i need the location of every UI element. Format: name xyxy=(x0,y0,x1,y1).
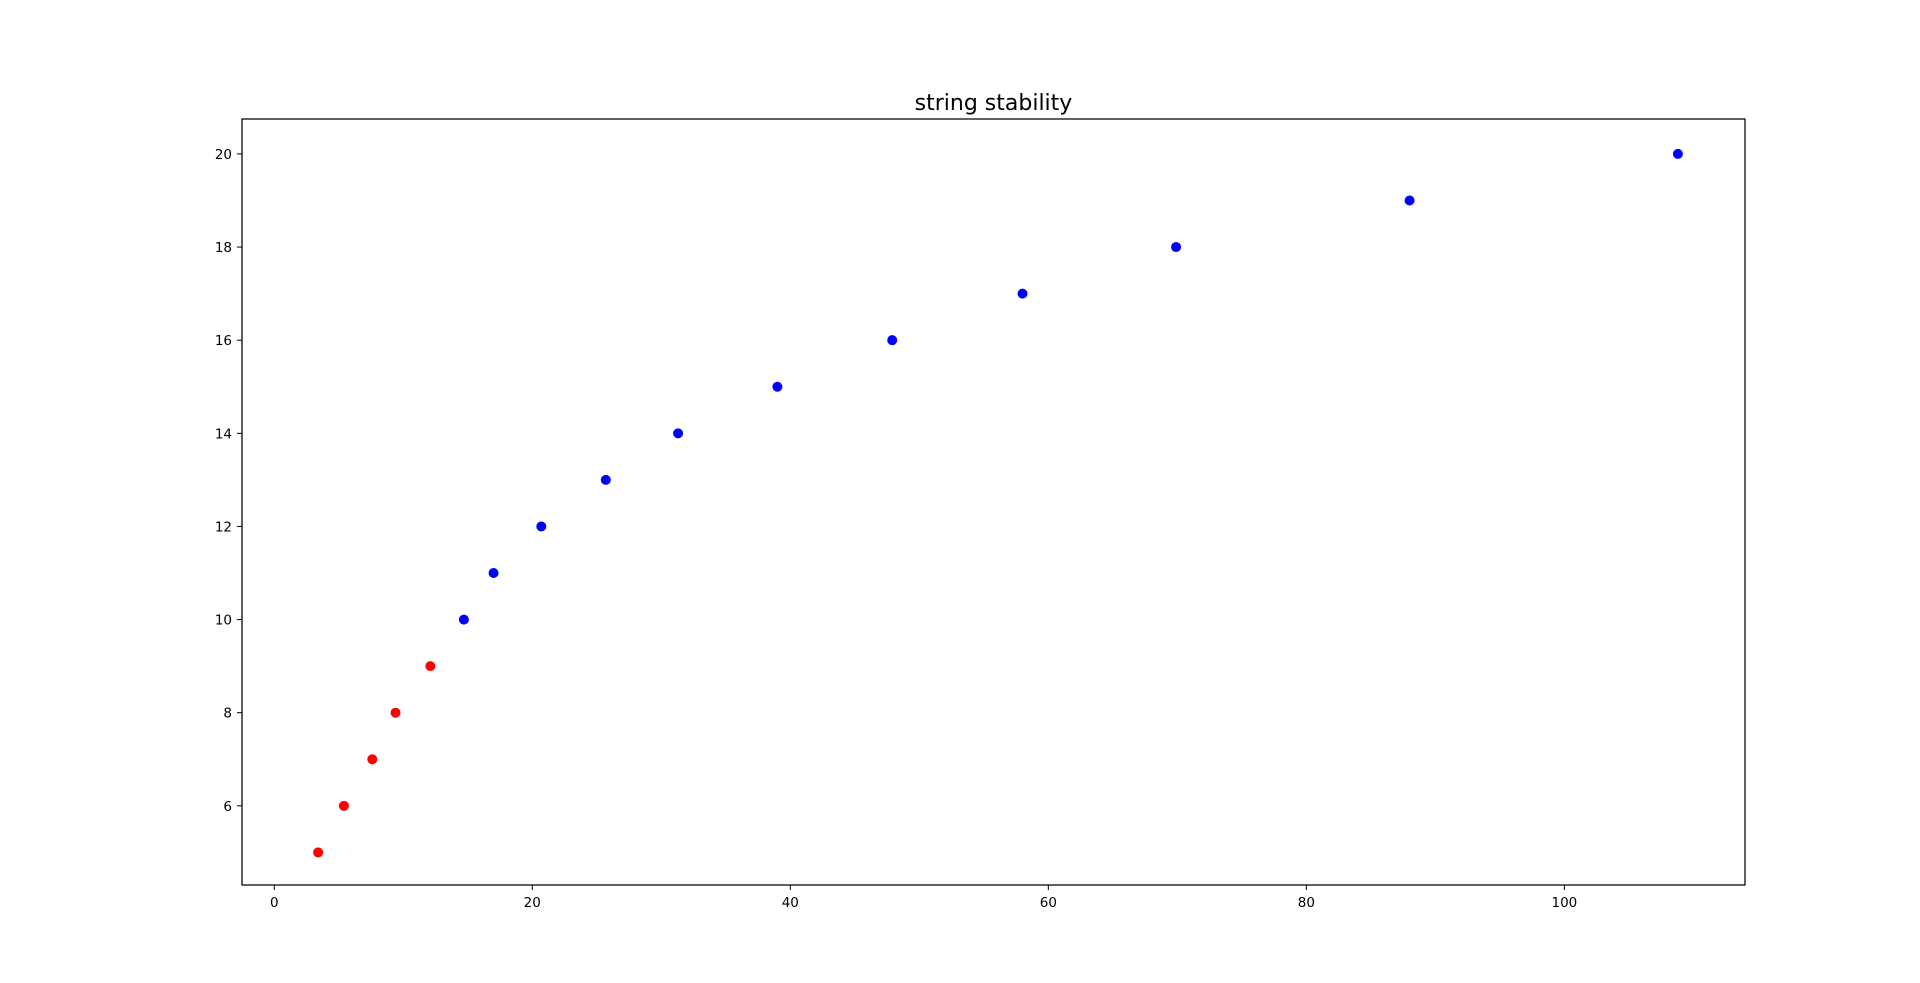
y-tick-label: 20 xyxy=(215,147,232,163)
y-axis: 6 8 10 12 14 16 18 20 xyxy=(215,147,242,815)
y-tick-label: 10 xyxy=(215,613,232,629)
data-point xyxy=(1672,148,1683,159)
x-tick-label: 0 xyxy=(270,895,279,911)
data-point xyxy=(772,381,783,392)
data-point xyxy=(488,568,499,579)
data-points xyxy=(313,148,1683,858)
x-tick-label: 80 xyxy=(1298,895,1315,911)
y-tick-label: 12 xyxy=(215,519,232,535)
y-tick-label: 14 xyxy=(215,426,232,442)
x-axis: 0 20 40 60 80 100 xyxy=(270,885,1577,911)
plot-area-frame xyxy=(241,118,1746,886)
x-tick-label: 60 xyxy=(1040,895,1057,911)
x-tick-label: 20 xyxy=(524,895,541,911)
data-point xyxy=(458,614,469,625)
data-point xyxy=(1171,242,1182,253)
chart-title: string stability xyxy=(915,91,1073,116)
y-tick-label: 8 xyxy=(223,706,232,722)
data-point xyxy=(887,335,898,346)
data-point xyxy=(338,800,349,811)
data-point xyxy=(673,428,684,439)
data-point xyxy=(390,707,401,718)
data-point xyxy=(600,474,611,485)
y-tick-label: 6 xyxy=(223,799,232,815)
data-point xyxy=(1017,288,1028,299)
data-point xyxy=(367,754,378,765)
x-tick-label: 100 xyxy=(1551,895,1577,911)
x-tick-label: 40 xyxy=(782,895,799,911)
y-tick-label: 16 xyxy=(215,333,232,349)
data-point xyxy=(425,661,436,672)
data-point xyxy=(1404,195,1415,206)
y-tick-label: 18 xyxy=(215,240,232,256)
data-point xyxy=(536,521,547,532)
data-point xyxy=(313,847,324,858)
